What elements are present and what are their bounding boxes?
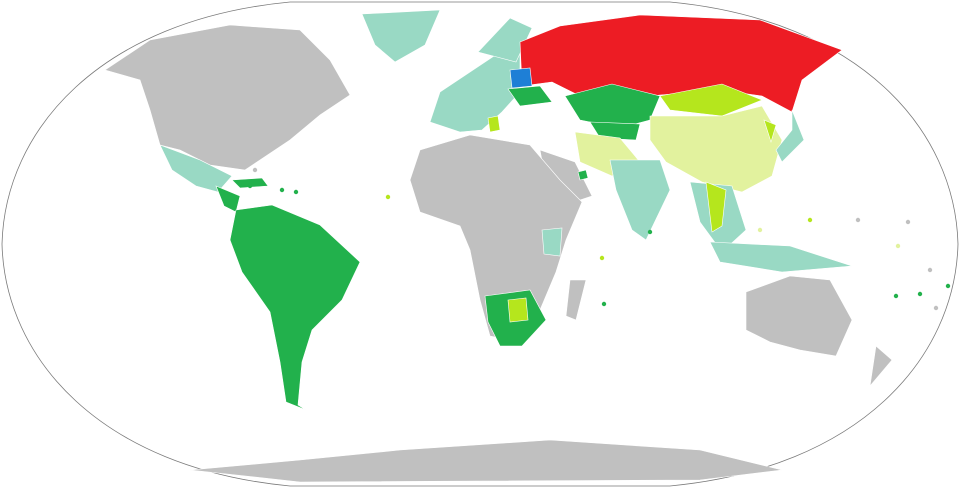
region-korea: [763, 119, 777, 144]
region-china: [649, 105, 783, 193]
island-marker: [757, 227, 763, 233]
region-greenland: [361, 9, 441, 63]
region-south-america: [229, 204, 361, 411]
region-belarus: [509, 67, 533, 89]
region-mexico: [159, 144, 233, 193]
island-marker: [647, 229, 653, 235]
region-east-africa: [541, 227, 563, 257]
region-australia: [745, 275, 853, 357]
region-mongolia: [659, 83, 763, 117]
region-india: [609, 159, 671, 241]
region-scandinavia: [477, 17, 533, 63]
region-caribbean: [231, 177, 269, 189]
region-botswana: [507, 297, 529, 323]
region-north-america: [104, 24, 351, 171]
island-marker: [599, 255, 605, 261]
island-marker: [385, 194, 391, 200]
island-marker: [917, 291, 923, 297]
region-new-zealand: [869, 345, 893, 388]
island-marker: [933, 305, 939, 311]
region-serbia: [487, 115, 501, 133]
island-marker: [905, 219, 911, 225]
island-marker: [252, 167, 258, 173]
region-uae: [577, 169, 589, 181]
region-antarctica: [189, 439, 783, 483]
region-ukraine: [507, 85, 553, 107]
island-marker: [601, 301, 607, 307]
region-indonesia: [709, 241, 853, 273]
region-europe: [429, 44, 521, 133]
region-madagascar: [565, 279, 587, 321]
island-marker: [855, 217, 861, 223]
island-marker: [807, 217, 813, 223]
island-marker: [945, 283, 951, 289]
region-thailand: [705, 181, 727, 233]
island-marker: [893, 293, 899, 299]
island-marker: [247, 183, 253, 189]
island-marker: [927, 267, 933, 273]
region-japan: [775, 109, 805, 163]
island-marker: [895, 243, 901, 249]
land-regions: [104, 9, 951, 483]
island-marker: [293, 189, 299, 195]
island-marker: [467, 237, 473, 243]
island-marker: [279, 187, 285, 193]
